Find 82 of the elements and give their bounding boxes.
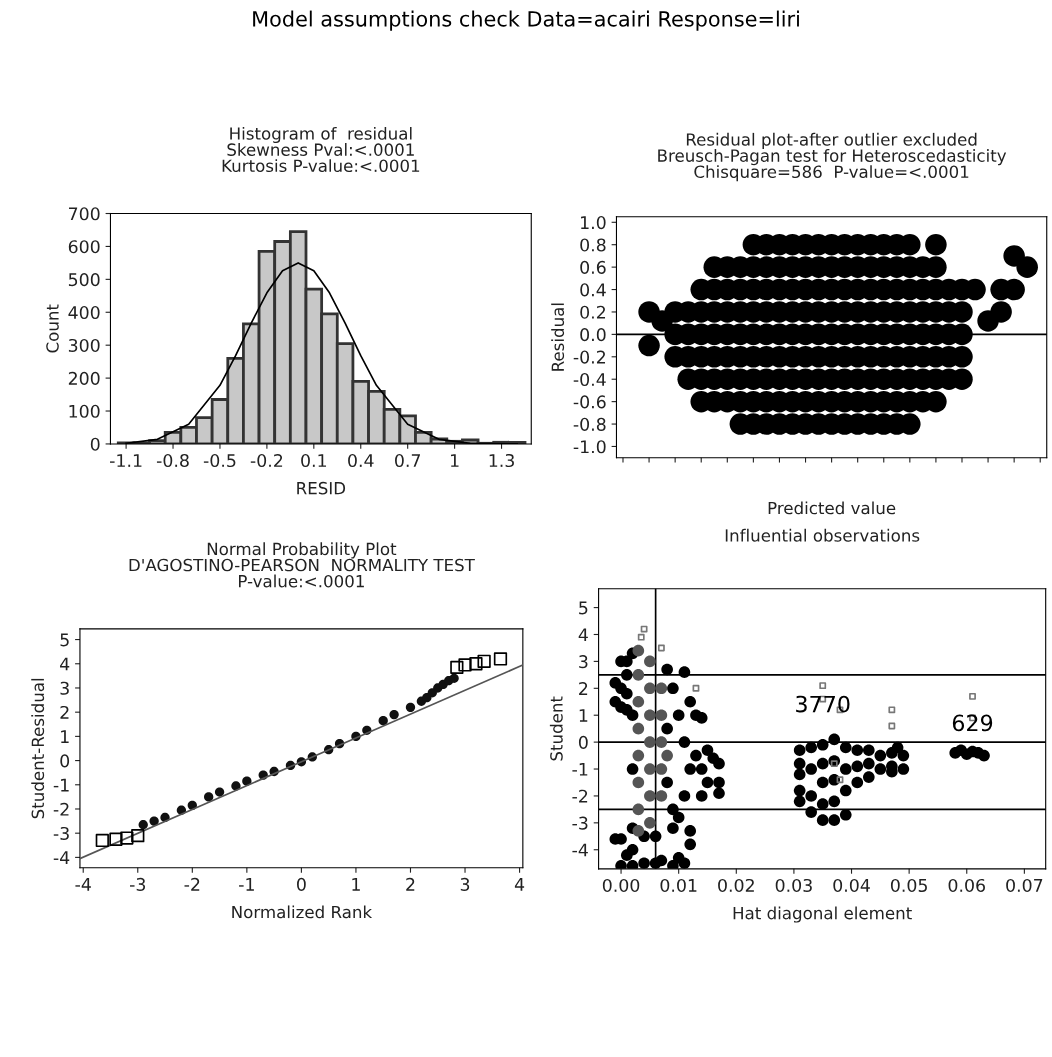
x-tick-label: 0.06: [948, 878, 985, 893]
y-tick-label: 100: [69, 404, 100, 418]
y-tick-label: 3: [60, 681, 69, 695]
y-tick-label: 0.2: [580, 305, 606, 319]
y-tick-label: 0.0: [580, 328, 606, 342]
y-tick-label: -0.8: [573, 417, 606, 431]
y-tick-label: 0: [60, 754, 70, 768]
y-tick-label: -1: [53, 778, 69, 792]
y-tick-label: 4: [60, 657, 70, 671]
y-tick-label: 2: [579, 682, 588, 695]
annotation: 3770: [796, 695, 850, 713]
x-tick-label: 0.7: [395, 453, 420, 468]
x-tick-label: 0.07: [1006, 878, 1043, 893]
x-tick-label: 0.04: [833, 878, 870, 893]
x-axis-title: Predicted value: [768, 501, 896, 515]
x-tick-label: -0.8: [156, 453, 189, 468]
x-tick-label: -2: [184, 877, 200, 891]
y-tick-label: -0.6: [573, 395, 606, 409]
x-tick-label: 0.05: [890, 878, 927, 893]
x-tick-label: 0.4: [348, 453, 374, 468]
y-tick-label: -3: [53, 826, 69, 841]
text: Model assumptions check Data=acairi Response=liri: [253, 10, 799, 31]
x-tick-label: 0: [297, 877, 306, 891]
y-tick-label: 300: [68, 338, 100, 353]
y-tick-label: -2: [572, 789, 588, 803]
chart-title: Histogram of residual: [230, 126, 412, 144]
y-tick-label: 0.6: [580, 260, 606, 274]
x-tick-label: 0.00: [602, 878, 640, 893]
y-tick-label: 400: [68, 305, 100, 320]
x-tick-label: 3: [460, 877, 470, 891]
x-tick-label: 0.02: [718, 878, 754, 893]
y-tick-label: 500: [68, 273, 100, 287]
y-tick-label: -0.4: [573, 372, 606, 387]
x-tick-label: -0.2: [250, 453, 283, 468]
x-tick-label: 4: [514, 878, 525, 891]
y-tick-label: 0.8: [580, 238, 606, 252]
y-tick-label: -0.2: [573, 350, 606, 364]
y-tick-label: 3: [579, 655, 588, 669]
y-tick-label: -3: [572, 816, 588, 830]
y-tick-label: -4: [572, 843, 588, 857]
x-tick-label: -0.5: [203, 453, 236, 468]
y-tick-label: 5: [60, 633, 69, 647]
y-tick-label: 0: [90, 437, 100, 451]
y-axis-title: Student: [549, 696, 563, 761]
chart-title: Normal Probability Plot: [207, 542, 397, 559]
y-tick-label: 4: [578, 628, 588, 642]
chart-subtitle: D'AGOSTINO-PEARSON NORMALITY TEST P-value:<.0001: [129, 558, 475, 588]
y-tick-label: 200: [68, 371, 100, 385]
y-tick-label: 1: [579, 709, 588, 722]
y-tick-label: 0.4: [580, 283, 606, 297]
y-tick-label: -4: [53, 851, 70, 864]
y-tick-label: 1.0: [581, 216, 606, 230]
x-axis-title: RESID: [297, 481, 346, 495]
x-tick-label: -1.1: [110, 454, 142, 467]
y-tick-label: -1.0: [573, 440, 606, 454]
annotation: 629: [952, 714, 993, 732]
x-tick-label: 0.1: [301, 453, 327, 468]
y-tick-label: -1: [572, 762, 588, 776]
x-axis-title: Hat diagonal element: [733, 906, 912, 923]
chart-subtitle: Skewness Pval:<.0001 Kurtosis P-value:<.0001: [222, 143, 420, 173]
y-axis-title: Residual: [551, 303, 565, 371]
x-tick-label: 0.01: [660, 878, 697, 893]
x-tick-label: 0.03: [775, 878, 812, 893]
y-axis-title: Count: [46, 304, 59, 353]
x-axis-title: Normalized Rank: [232, 905, 373, 919]
x-tick-label: -1: [239, 878, 254, 891]
y-tick-label: -2: [53, 802, 69, 816]
chart-title: Influential observations: [725, 528, 920, 542]
chart-subtitle: Breusch-Pagan test for Heteroscedasticity Chisquare=586 P-value=<.0001: [658, 149, 1007, 182]
y-tick-label: 5: [579, 601, 588, 615]
y-tick-label: 0: [578, 735, 588, 749]
y-tick-label: 700: [69, 207, 100, 221]
y-tick-label: 1: [61, 730, 69, 743]
y-axis-title: Student-Residual: [31, 678, 45, 819]
x-tick-label: 2: [406, 877, 415, 891]
x-tick-label: -3: [129, 877, 146, 891]
x-tick-label: 1: [450, 454, 459, 467]
y-tick-label: 600: [68, 240, 100, 254]
y-tick-label: 2: [60, 705, 69, 719]
x-tick-label: 1: [352, 878, 360, 891]
chart-title: Residual plot-after outlier excluded: [686, 132, 977, 149]
x-tick-label: 1.3: [489, 453, 514, 468]
